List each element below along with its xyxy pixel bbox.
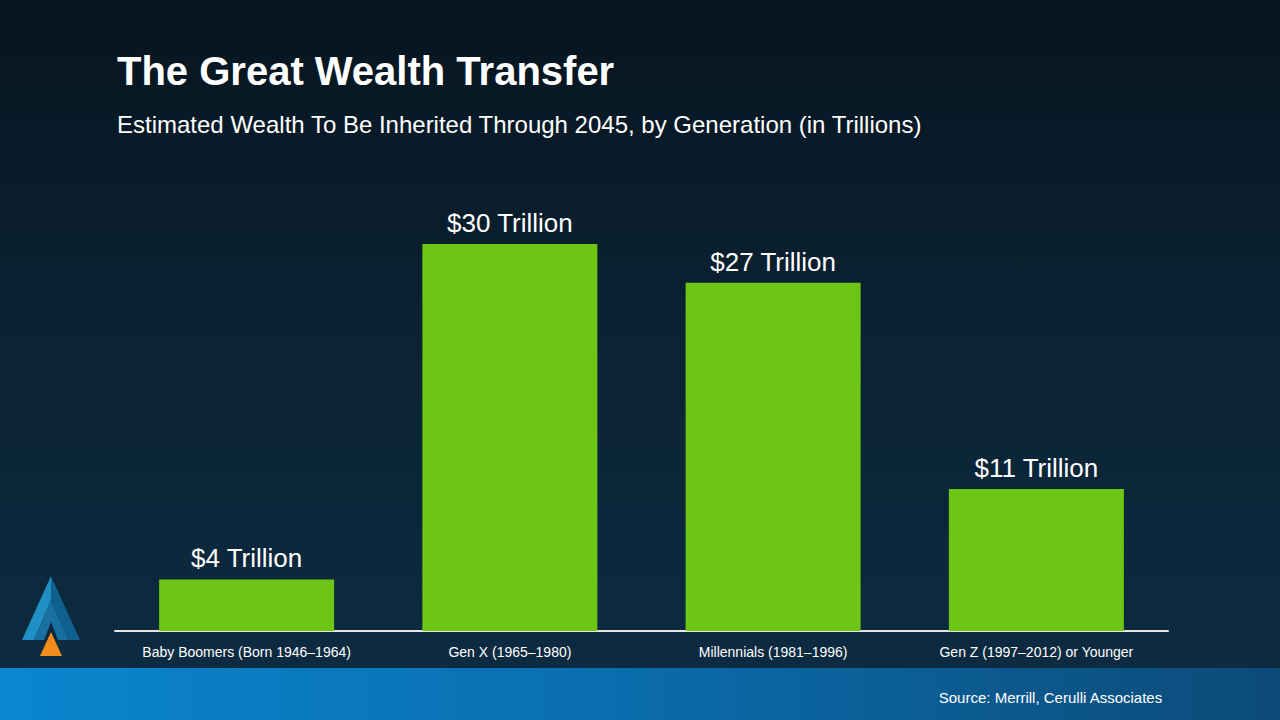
svg-text:Millennials (1981–1996): Millennials (1981–1996) [699,644,848,660]
svg-text:Source: Merrill, Cerulli Assoc: Source: Merrill, Cerulli Associates [939,689,1162,706]
svg-text:Gen X (1965–1980): Gen X (1965–1980) [448,644,571,660]
svg-text:$4 Trillion: $4 Trillion [191,543,302,573]
svg-text:$11 Trillion: $11 Trillion [974,453,1098,483]
svg-text:Baby Boomers (Born 1946–1964): Baby Boomers (Born 1946–1964) [142,644,351,660]
svg-text:$30 Trillion: $30 Trillion [447,208,573,238]
svg-text:Gen Z (1997–2012) or Younger: Gen Z (1997–2012) or Younger [939,644,1133,660]
svg-text:Estimated Wealth To Be Inherit: Estimated Wealth To Be Inherited Through… [117,111,921,138]
svg-text:$27 Trillion: $27 Trillion [710,247,836,277]
svg-text:The Great Wealth Transfer: The Great Wealth Transfer [117,49,614,93]
